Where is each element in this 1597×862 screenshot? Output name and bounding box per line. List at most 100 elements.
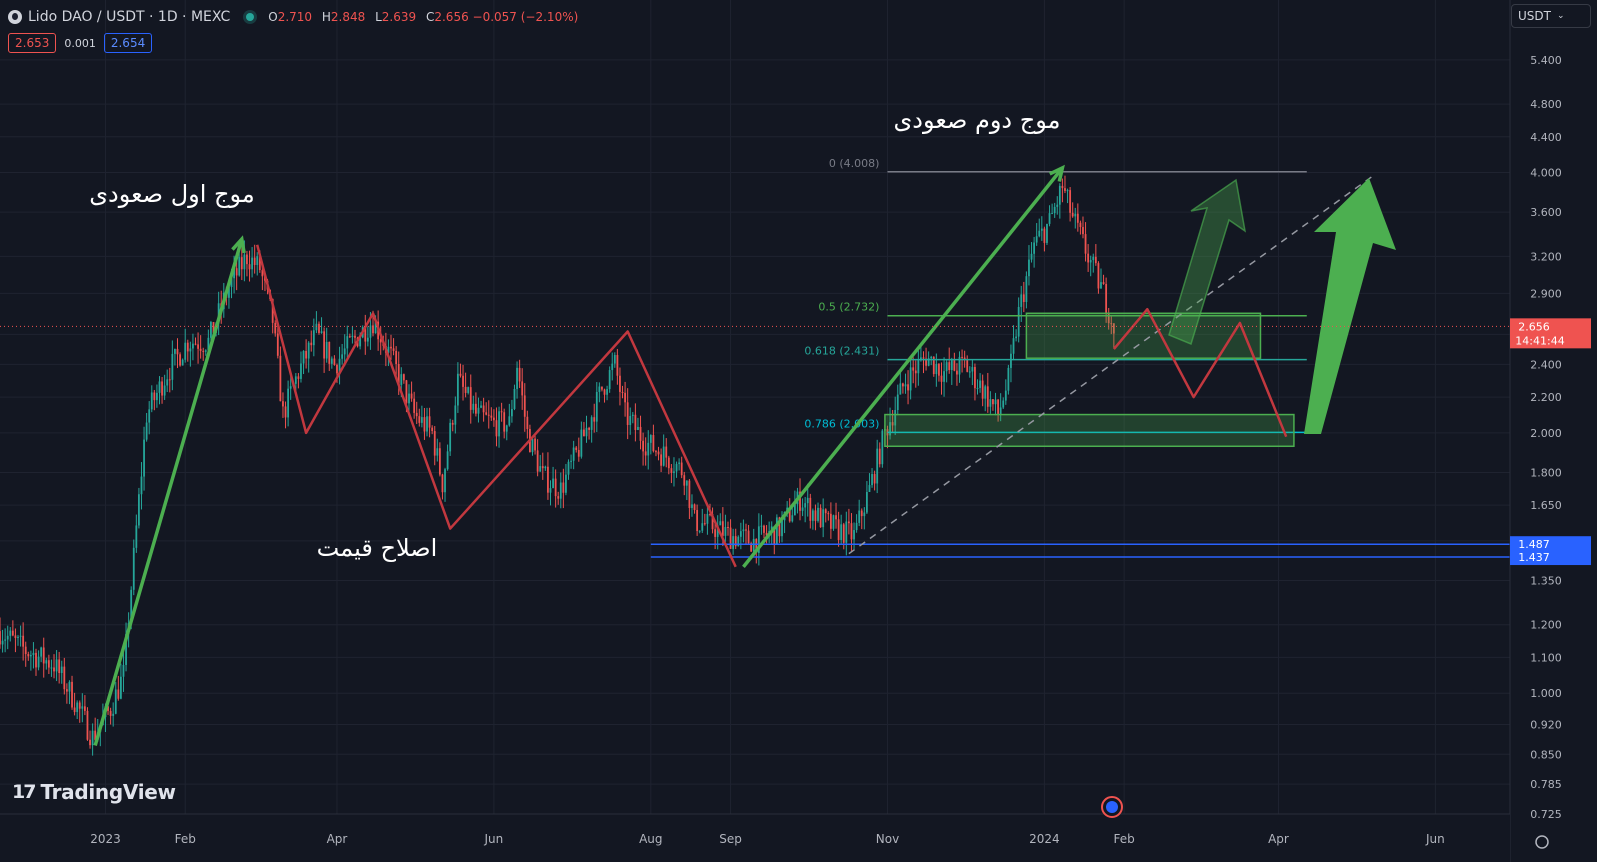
candle-body: [763, 525, 765, 533]
candle-body: [27, 654, 30, 657]
candle-body: [727, 526, 729, 528]
candle-body: [508, 416, 511, 426]
candle-body: [966, 360, 969, 372]
correction-zigzag: [255, 244, 737, 568]
time-tick-label: Nov: [876, 832, 899, 846]
candle-body: [850, 523, 853, 540]
candle-body: [143, 439, 145, 477]
candle-body: [192, 343, 194, 349]
last-price-tag: [1510, 318, 1591, 349]
ohlc-close-key: C: [425, 10, 435, 24]
candle-body: [431, 427, 434, 432]
candle-body: [634, 414, 637, 431]
candle-body: [953, 360, 956, 371]
sell-price-button[interactable]: 2.653: [8, 33, 57, 53]
candle-body: [6, 635, 9, 640]
candle-body: [174, 348, 176, 354]
candle-body: [65, 689, 68, 692]
candle-body: [107, 706, 109, 711]
candle-body: [58, 659, 61, 674]
candle-body: [446, 451, 449, 470]
candle-body: [53, 667, 55, 672]
candle-body: [678, 462, 681, 464]
support-price-tag: [1510, 536, 1591, 553]
candle-body: [974, 367, 976, 389]
candle-body: [565, 474, 567, 493]
candle-body: [1010, 353, 1012, 368]
candle-body: [1007, 367, 1010, 391]
candle-body: [454, 405, 457, 425]
candle-body: [482, 405, 485, 413]
candle-body: [233, 268, 235, 279]
candle-body: [809, 497, 812, 521]
candle-body: [1105, 283, 1108, 314]
candle-body: [840, 524, 843, 540]
candle-body: [444, 469, 446, 493]
candle-body: [485, 412, 488, 415]
lido-coin-icon: [8, 10, 22, 24]
candle-body: [863, 512, 866, 517]
candle-body: [50, 667, 53, 669]
candle-body: [17, 636, 19, 639]
candle-body: [570, 460, 572, 462]
candle-body: [981, 380, 984, 399]
candle-body: [552, 478, 554, 489]
tradingview-wordmark: TradingView: [40, 780, 176, 804]
candle-body: [125, 633, 127, 665]
symbol-title[interactable]: Lido DAO / USDT · 1D · MEXC: [28, 9, 231, 25]
candle-body: [750, 543, 753, 552]
candle-body: [523, 395, 526, 417]
candle-body: [1079, 222, 1082, 228]
candle-body: [922, 357, 925, 359]
candle-body: [873, 474, 876, 484]
candle-body: [539, 466, 542, 472]
candle-body: [799, 491, 801, 511]
candle-body: [878, 448, 881, 465]
candle-body: [698, 530, 701, 532]
time-tick-label: Feb: [175, 832, 196, 846]
faded-projection-arrow: [1168, 178, 1247, 346]
candle-body: [89, 739, 91, 746]
impulse-wave-arrowhead: [231, 235, 246, 254]
candle-body: [449, 422, 452, 452]
candle-body: [670, 468, 673, 473]
candle-body: [40, 647, 43, 657]
candle-body: [47, 660, 50, 668]
candle-body: [1064, 188, 1066, 191]
candle-body: [868, 485, 871, 493]
candle-body: [742, 529, 745, 532]
candle-body: [667, 457, 670, 469]
candle-body: [1025, 276, 1028, 302]
price-tick-label: 4.400: [1530, 131, 1562, 144]
candle-body: [986, 386, 989, 407]
currency-selector[interactable]: USDT ⌄: [1511, 4, 1591, 28]
candle-body: [721, 521, 724, 536]
candle-body: [464, 386, 467, 393]
candle-body: [503, 412, 506, 432]
candle-body: [835, 515, 837, 520]
time-axis: 2023 Feb Apr Jun Aug Sep Nov 2024 Feb Apr Jun: [0, 813, 1510, 862]
candle-body: [230, 278, 233, 288]
candle-body: [516, 367, 518, 389]
price-tick-label: 0.785: [1530, 778, 1562, 791]
candle-body: [567, 461, 570, 475]
candle-body: [37, 656, 40, 668]
candle-body: [1040, 228, 1043, 231]
candle-body: [323, 331, 326, 359]
ohlc-low-value: 2.639: [381, 10, 417, 24]
gear-icon[interactable]: [1535, 835, 1549, 849]
candle-body: [258, 256, 261, 271]
candle-body: [711, 514, 714, 530]
buy-price-button[interactable]: 2.654: [103, 33, 153, 53]
candle-body: [601, 386, 603, 390]
tradingview-mark-icon: 17: [12, 781, 36, 803]
candle-body: [387, 346, 390, 353]
candle-body: [961, 356, 963, 358]
candle-body: [665, 446, 668, 458]
candle-body: [778, 517, 781, 537]
candle-body: [426, 416, 428, 432]
candle-body: [181, 359, 184, 366]
candle-body: [73, 707, 76, 713]
